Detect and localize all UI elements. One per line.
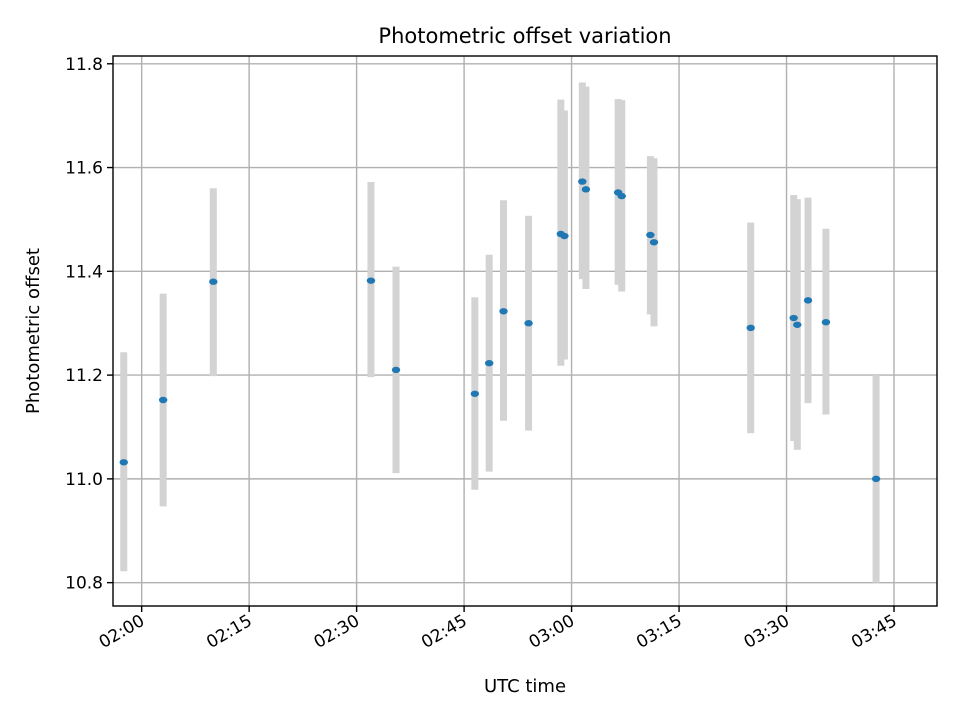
data-point	[646, 231, 655, 239]
data-point	[581, 186, 591, 193]
x-tick-label: 03:30	[741, 611, 793, 653]
data-point	[484, 359, 494, 367]
y-tick-label: 11.8	[65, 55, 103, 75]
data-point	[803, 297, 813, 304]
data-point	[789, 314, 798, 322]
error-bars	[120, 82, 880, 583]
data-point	[119, 459, 128, 466]
x-tick-label: 02:00	[96, 611, 148, 653]
plot-frame	[112, 55, 938, 607]
data-point	[746, 324, 755, 332]
x-tick-label: 02:45	[418, 611, 470, 653]
x-tick-label: 02:30	[311, 611, 363, 653]
axis-ticks: 02:00 02:15 02:30 02:45 03:00 03:15 03:30 03:45…	[65, 55, 900, 653]
y-tick-label: 11.4	[65, 262, 103, 282]
data-points	[119, 178, 881, 483]
data-point	[209, 278, 218, 285]
y-tick-label: 10.8	[65, 574, 103, 594]
data-point	[649, 239, 659, 246]
data-point	[871, 475, 881, 483]
data-point	[499, 308, 508, 315]
y-axis-label: Photometric offset	[23, 248, 44, 414]
data-point	[366, 277, 376, 284]
chart-title: Photometric offset variation	[378, 24, 671, 48]
x-axis-label: UTC time	[484, 676, 566, 697]
data-point	[617, 192, 626, 200]
data-point	[560, 232, 569, 240]
data-point	[158, 396, 168, 404]
x-tick-label: 03:00	[526, 611, 578, 653]
y-tick-label: 11.2	[65, 366, 103, 386]
data-point	[524, 320, 533, 327]
y-tick-label: 11.6	[65, 159, 103, 179]
data-point	[391, 366, 401, 374]
y-tick-label: 11.0	[65, 470, 103, 490]
data-point	[793, 321, 802, 328]
data-point	[470, 390, 480, 397]
x-tick-label: 03:15	[633, 611, 685, 653]
x-tick-label: 02:15	[203, 611, 255, 653]
data-point	[578, 178, 587, 185]
data-point	[821, 318, 831, 326]
grid-lines	[113, 56, 937, 606]
x-tick-label: 03:45	[848, 611, 900, 653]
